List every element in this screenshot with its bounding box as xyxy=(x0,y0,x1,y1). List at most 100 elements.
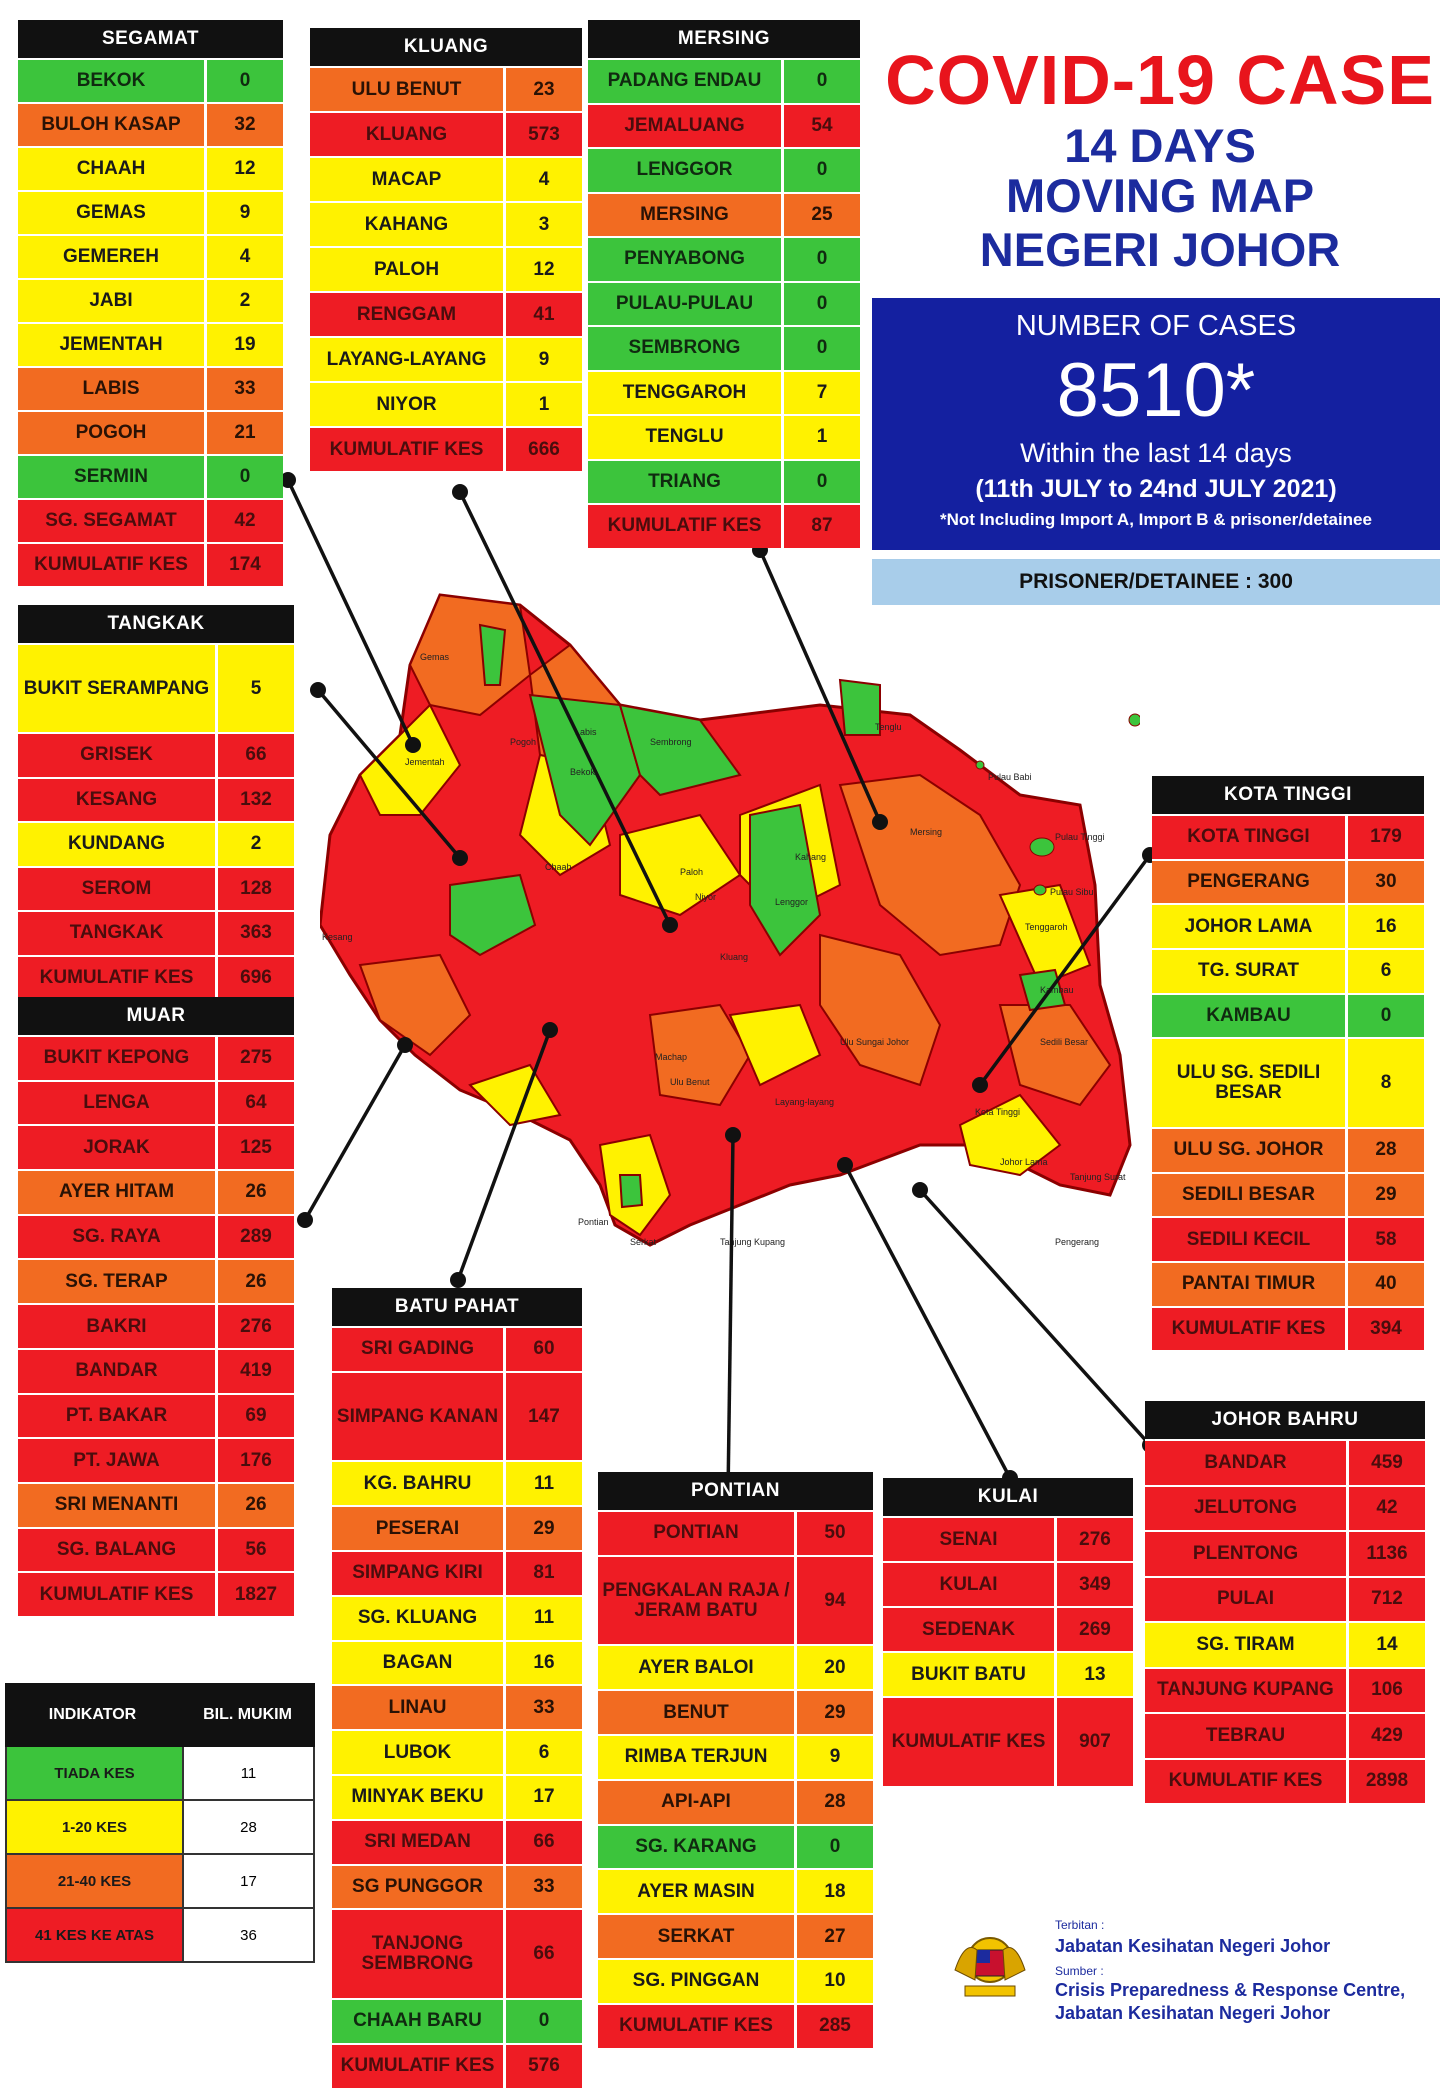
mukim-row: POGOH 21 xyxy=(18,410,283,454)
mukim-name: PENYABONG xyxy=(588,238,784,281)
mukim-row: KG. BAHRU 11 xyxy=(332,1460,582,1506)
terbitan-label: Terbitan : xyxy=(1055,1918,1105,1932)
panel-muar: MUAR BUKIT KEPONG 275 LENGA 64 JORAK 125 AYER H… xyxy=(18,997,294,1616)
mukim-name: SEDENAK xyxy=(883,1608,1057,1651)
map-label: Layang-layang xyxy=(775,1097,834,1107)
mukim-cases: 11 xyxy=(533,1607,555,1629)
mukim-name: GRISEK xyxy=(18,734,218,777)
mukim-name: JEMALUANG xyxy=(588,104,784,147)
mukim-row: SEDILI BESAR 29 xyxy=(1152,1171,1424,1217)
mukim-name: SEROM xyxy=(18,867,218,910)
mukim-name: BENUT xyxy=(598,1691,797,1734)
mukim-row: RENGGAM 41 xyxy=(310,291,582,336)
mukim-cases: 573 xyxy=(528,123,560,145)
mukim-name: NIYOR xyxy=(310,383,506,426)
mukim-name: BUKIT BATU xyxy=(883,1653,1057,1696)
mukim-row: SIMPANG KIRI 81 xyxy=(332,1549,582,1595)
map-label: Johor Lama xyxy=(1000,1157,1048,1167)
mukim-name: LAYANG-LAYANG xyxy=(310,338,506,381)
mukim-name: TRIANG xyxy=(588,460,784,503)
mukim-name: KUMULATIF KES xyxy=(1145,1759,1349,1803)
district-title: SEGAMAT xyxy=(18,20,283,58)
mukim-row: LABIS 33 xyxy=(18,366,283,410)
mukim-name: SRI GADING xyxy=(332,1328,506,1371)
mukim-name: PADANG ENDAU xyxy=(588,60,784,103)
mukim-row: KLUANG 573 xyxy=(310,111,582,156)
mukim-name: GEMAS xyxy=(18,192,207,234)
mukim-cases: 11 xyxy=(533,1472,555,1494)
map-region-lenggor xyxy=(749,803,822,957)
map-label: Ulu Benut xyxy=(670,1077,710,1087)
mukim-cases: 66 xyxy=(533,1831,555,1853)
mukim-cases: 666 xyxy=(528,438,560,460)
mukim-cases: 363 xyxy=(240,922,272,944)
mukim-name: GEMEREH xyxy=(18,236,207,278)
mukim-cases: 9 xyxy=(538,348,550,370)
mukim-name: KAMBAU xyxy=(1152,994,1348,1038)
mukim-cases: 128 xyxy=(240,877,272,899)
mukim-name: ULU SG. JOHOR xyxy=(1152,1128,1348,1172)
mukim-row: KULAI 349 xyxy=(883,1561,1133,1606)
cumulative-row: KUMULATIF KES 87 xyxy=(588,503,860,548)
mukim-row: SG PUNGGOR 33 xyxy=(332,1863,582,1909)
mukim-row: PT. BAKAR 69 xyxy=(18,1392,294,1438)
mukim-name: BAKRI xyxy=(18,1305,218,1348)
mukim-name: RENGGAM xyxy=(310,293,506,336)
mukim-row: TENGLU 1 xyxy=(588,414,860,459)
mukim-row: AYER HITAM 26 xyxy=(18,1169,294,1214)
map-label: Kahang xyxy=(795,852,826,862)
mukim-name: SRI MENANTI xyxy=(18,1483,218,1527)
map-region-muar-south xyxy=(358,953,472,1057)
mukim-row: TENGGAROH 7 xyxy=(588,369,860,414)
mukim-cases: 94 xyxy=(824,1589,846,1611)
mukim-name: PONTIAN xyxy=(598,1512,797,1555)
mukim-cases: 14 xyxy=(1376,1633,1398,1655)
mukim-cases: 17 xyxy=(533,1786,555,1808)
map-label: Ulu Sungai Johor xyxy=(840,1037,909,1047)
mukim-row: SRI GADING 60 xyxy=(332,1326,582,1371)
mukim-name: KUMULATIF KES xyxy=(18,956,218,999)
mukim-row: SRI MENANTI 26 xyxy=(18,1481,294,1527)
legend-row-tiada: TIADA KES 11 xyxy=(5,1747,315,1801)
mukim-name: SG. KLUANG xyxy=(332,1596,506,1640)
map-label: Mersing xyxy=(910,827,942,837)
mukim-cases: 32 xyxy=(234,114,256,136)
mukim-name: JOHOR LAMA xyxy=(1152,905,1348,949)
mukim-cases: 285 xyxy=(819,2015,851,2037)
map-label: Pulau Babi xyxy=(988,772,1032,782)
mukim-cases: 1136 xyxy=(1366,1542,1408,1564)
johor-map: Gemas Jementah Pogoh Labis Bekok Sembron… xyxy=(320,593,1140,1247)
mukim-name: KUMULATIF KES xyxy=(18,544,207,586)
map-label: Niyor xyxy=(695,892,716,902)
mukim-name: TENGGAROH xyxy=(588,371,784,414)
mukim-name: AYER HITAM xyxy=(18,1171,218,1214)
map-island-north xyxy=(1128,713,1140,727)
district-title: MERSING xyxy=(588,20,860,58)
legend-label: 21-40 KES xyxy=(5,1855,182,1907)
mukim-cases: 0 xyxy=(816,292,828,314)
mukim-row: ULU SG. SEDILI BESAR 8 xyxy=(1152,1037,1424,1127)
mukim-name: PESERAI xyxy=(332,1507,506,1550)
mukim-name: PLENTONG xyxy=(1145,1532,1349,1576)
mukim-name: SG. BALANG xyxy=(18,1528,218,1572)
legend-label: 41 KES KE ATAS xyxy=(5,1909,182,1961)
cases-within: Within the last 14 days xyxy=(1020,438,1292,468)
mukim-row: AYER MASIN 18 xyxy=(598,1868,873,1914)
mukim-name: TANGKAK xyxy=(18,912,218,955)
mukim-name: MACAP xyxy=(310,158,506,201)
mukim-name: JORAK xyxy=(18,1126,218,1170)
mukim-row: PESERAI 29 xyxy=(332,1505,582,1550)
mukim-row: KOTA TINGGI 179 xyxy=(1152,814,1424,859)
mukim-cases: 19 xyxy=(234,334,256,356)
mukim-name: PT. BAKAR xyxy=(18,1394,218,1438)
mukim-cases: 459 xyxy=(1371,1451,1403,1473)
legend-row-1-20: 1-20 KES 28 xyxy=(5,1801,315,1855)
mukim-cases: 60 xyxy=(533,1338,555,1360)
mukim-cases: 0 xyxy=(816,337,828,359)
mukim-row: TRIANG 0 xyxy=(588,458,860,503)
mukim-cases: 7 xyxy=(816,381,828,403)
panel-johor-bahru: JOHOR BAHRU BANDAR 459 JELUTONG 42 PLENTONG 11… xyxy=(1145,1401,1425,1803)
mukim-name: KUMULATIF KES xyxy=(598,2004,797,2048)
map-island-pulau-tinggi xyxy=(1029,837,1055,857)
map-label: Pontian xyxy=(578,1217,609,1227)
